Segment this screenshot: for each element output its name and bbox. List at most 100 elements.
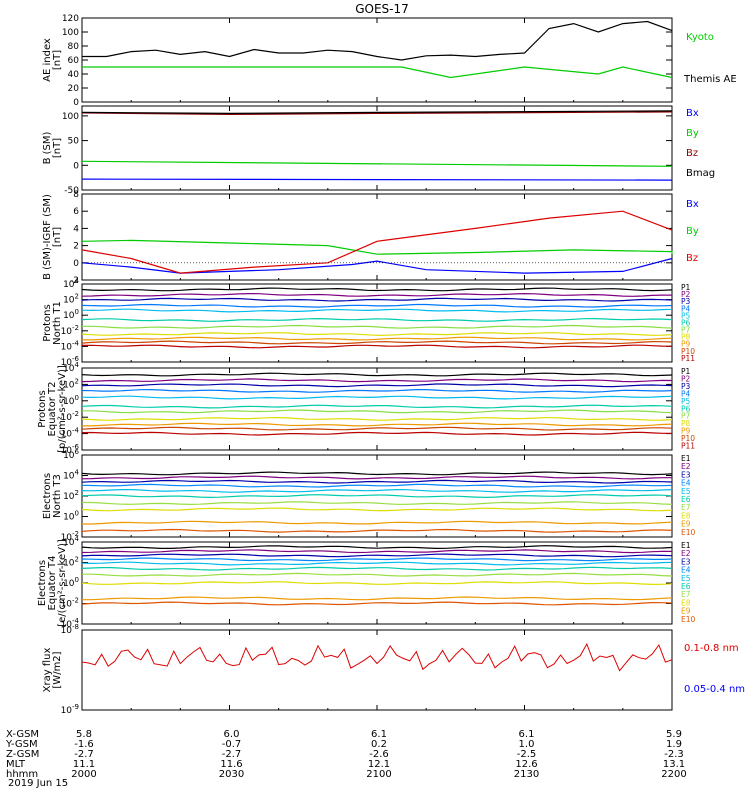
series-channel-3 xyxy=(81,383,673,388)
series-channel-7 xyxy=(82,409,673,414)
y-tick-label: 20 xyxy=(68,84,80,94)
panel-ylabel: [p/(cm²-s-sr-keV)] xyxy=(57,365,68,453)
legend-channel: E4 xyxy=(681,566,691,575)
y-tick-label-display: 104 xyxy=(63,469,79,482)
series-channel-6 xyxy=(81,317,673,322)
ephem-row-label: X-GSM xyxy=(6,729,39,740)
legend-channel: P8 xyxy=(681,419,691,428)
legend-channel: E3 xyxy=(681,470,691,479)
panel-ylabel: Protons xyxy=(42,304,53,341)
y-tick-label: 0 xyxy=(73,98,79,108)
series-channel-1 xyxy=(81,372,673,377)
legend-channel: P9 xyxy=(681,427,691,436)
ephem-cell: 2200 xyxy=(661,769,686,780)
series-channel-8 xyxy=(81,507,673,512)
panel-ylabel: Xray flux xyxy=(42,648,53,693)
panel-ylabel: Electrons xyxy=(42,473,53,519)
y-tick-label-display: 100 xyxy=(63,576,79,589)
legend-channel: E5 xyxy=(681,487,691,496)
legend-channel: E6 xyxy=(681,495,691,504)
ephem-row-label: Y-GSM xyxy=(5,739,38,750)
y-tick-label: 0 xyxy=(73,259,79,269)
series-by xyxy=(81,160,673,167)
legend-channel: P4 xyxy=(681,389,691,398)
y-tick-label-display: 102 xyxy=(63,489,79,502)
legend-channel: P9 xyxy=(681,340,691,349)
series-channel-10 xyxy=(81,340,673,345)
panel-ylabel: [W/m2] xyxy=(52,651,63,688)
ephem-cell: -0.7 xyxy=(222,739,242,750)
legend-by: By xyxy=(686,128,699,139)
legend-channel: E8 xyxy=(681,598,691,607)
y-tick-label: 8 xyxy=(73,190,79,200)
panel-ylabel: Equator T4 xyxy=(47,556,58,611)
y-tick-label-display: 100 xyxy=(63,308,79,321)
panel-ylabel: North T3 xyxy=(52,474,63,518)
series-channel-10 xyxy=(81,426,673,431)
series-channel-4 xyxy=(81,303,673,308)
panel-ylabel: Protons xyxy=(37,390,48,427)
series-channel-2 xyxy=(81,292,672,297)
y-tick-label: 4 xyxy=(73,224,79,234)
y-tick-label-display: 100 xyxy=(63,394,79,407)
legend-channel: P5 xyxy=(681,397,691,406)
legend-bz: Bz xyxy=(686,253,698,264)
panel-ylabel: B (SM)-IGRF (SM) xyxy=(42,194,53,280)
series-channel-11 xyxy=(81,344,673,349)
y-tick-label: 100 xyxy=(62,28,79,38)
legend-channel: P8 xyxy=(681,333,691,342)
panel-ylabel: [nT] xyxy=(52,138,63,158)
ephem-cell: 6.0 xyxy=(224,729,240,740)
series-channel-9 xyxy=(82,596,673,601)
ephem-cell: 11.1 xyxy=(73,759,95,770)
legend-channel: E2 xyxy=(681,549,691,558)
y-tick-label-display: 10-2 xyxy=(61,597,79,610)
ephem-cell: 2100 xyxy=(366,769,391,780)
date-label: 2019 Jun 15 xyxy=(8,778,68,789)
y-tick-label: -50 xyxy=(64,186,79,196)
legend-channel: P3 xyxy=(681,382,691,391)
y-tick-label-display: 102 xyxy=(63,293,79,306)
panel-ylabel: Equator T2 xyxy=(47,382,58,437)
series-channel-10 xyxy=(81,528,673,533)
series-bz xyxy=(81,210,673,274)
ephem-cell: 6.1 xyxy=(519,729,535,740)
series-channel-2 xyxy=(81,378,673,383)
y-tick-label-display: 104 xyxy=(63,277,79,290)
ephem-cell: 0.2 xyxy=(371,739,387,750)
y-tick-label-display: 10-6 xyxy=(61,443,80,456)
legend-bx: Bx xyxy=(686,199,699,210)
series-channel-8 xyxy=(81,581,673,586)
legend-bx: Bx xyxy=(686,108,699,119)
legend-channel: P1 xyxy=(681,367,691,376)
legend-channel: E9 xyxy=(681,520,691,529)
panel-1: AE index [nT] 0 20 40 60 80 100 120 Kyoto Themis A… xyxy=(42,14,737,108)
legend-channel: E4 xyxy=(681,479,691,488)
ephem-cell: 6.1 xyxy=(371,729,387,740)
legend-channel: P4 xyxy=(681,304,691,313)
series-channel-10 xyxy=(81,601,673,606)
ephem-cell: 11.6 xyxy=(220,759,242,770)
ephem-cell: 2030 xyxy=(219,769,244,780)
legend-channel: E9 xyxy=(681,607,691,616)
y-tick-label: 60 xyxy=(68,56,80,66)
legend-channel: E10 xyxy=(681,615,696,624)
panel-ylabel: AE index xyxy=(42,38,53,82)
legend-channel: E6 xyxy=(681,582,691,591)
series-kyoto-proxy-ae xyxy=(82,20,673,61)
panel-ylabel: [e/(cm²-s-sr-keV)] xyxy=(57,539,68,627)
figure-title: GOES-17 xyxy=(355,2,409,16)
series-channel-6 xyxy=(81,404,673,409)
legend-channel: P2 xyxy=(681,374,691,383)
panel-8: Xray flux[W/m2]10^-910-910^-810-80.1-0.8… xyxy=(42,623,745,716)
panel-2: B (SM) [nT] -50 0 50 100 Bx By Bz Bmag xyxy=(42,105,715,196)
y-tick-label: -2 xyxy=(70,276,79,286)
legend-channel: P6 xyxy=(681,318,691,327)
series-channel-3 xyxy=(81,479,673,484)
panel-3: B (SM)-IGRF (SM) [nT] -2 0 2 4 6 8 Bx By Bz xyxy=(42,190,699,286)
ephem-cell: -1.6 xyxy=(74,739,94,750)
